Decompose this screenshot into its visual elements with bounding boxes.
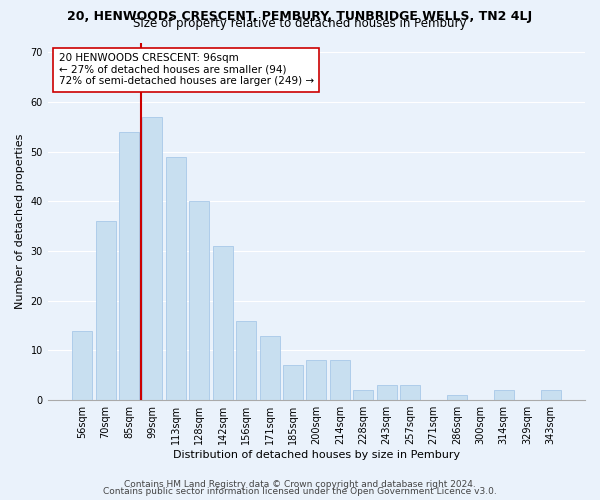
Text: Contains HM Land Registry data © Crown copyright and database right 2024.: Contains HM Land Registry data © Crown c… <box>124 480 476 489</box>
Bar <box>307 360 326 400</box>
Bar <box>142 117 163 400</box>
Bar <box>353 390 373 400</box>
Bar <box>166 156 186 400</box>
Bar <box>260 336 280 400</box>
Bar <box>190 202 209 400</box>
Bar <box>119 132 139 400</box>
Bar <box>447 395 467 400</box>
Bar <box>494 390 514 400</box>
X-axis label: Distribution of detached houses by size in Pembury: Distribution of detached houses by size … <box>173 450 460 460</box>
Bar <box>400 385 420 400</box>
Bar <box>72 330 92 400</box>
Text: 20, HENWOODS CRESCENT, PEMBURY, TUNBRIDGE WELLS, TN2 4LJ: 20, HENWOODS CRESCENT, PEMBURY, TUNBRIDG… <box>67 10 533 23</box>
Text: Contains public sector information licensed under the Open Government Licence v3: Contains public sector information licen… <box>103 487 497 496</box>
Bar <box>236 320 256 400</box>
Bar <box>377 385 397 400</box>
Bar <box>95 222 116 400</box>
Bar <box>213 246 233 400</box>
Text: 20 HENWOODS CRESCENT: 96sqm
← 27% of detached houses are smaller (94)
72% of sem: 20 HENWOODS CRESCENT: 96sqm ← 27% of det… <box>59 53 314 86</box>
Text: Size of property relative to detached houses in Pembury: Size of property relative to detached ho… <box>133 18 467 30</box>
Y-axis label: Number of detached properties: Number of detached properties <box>15 134 25 309</box>
Bar <box>283 366 303 400</box>
Bar <box>330 360 350 400</box>
Bar <box>541 390 560 400</box>
